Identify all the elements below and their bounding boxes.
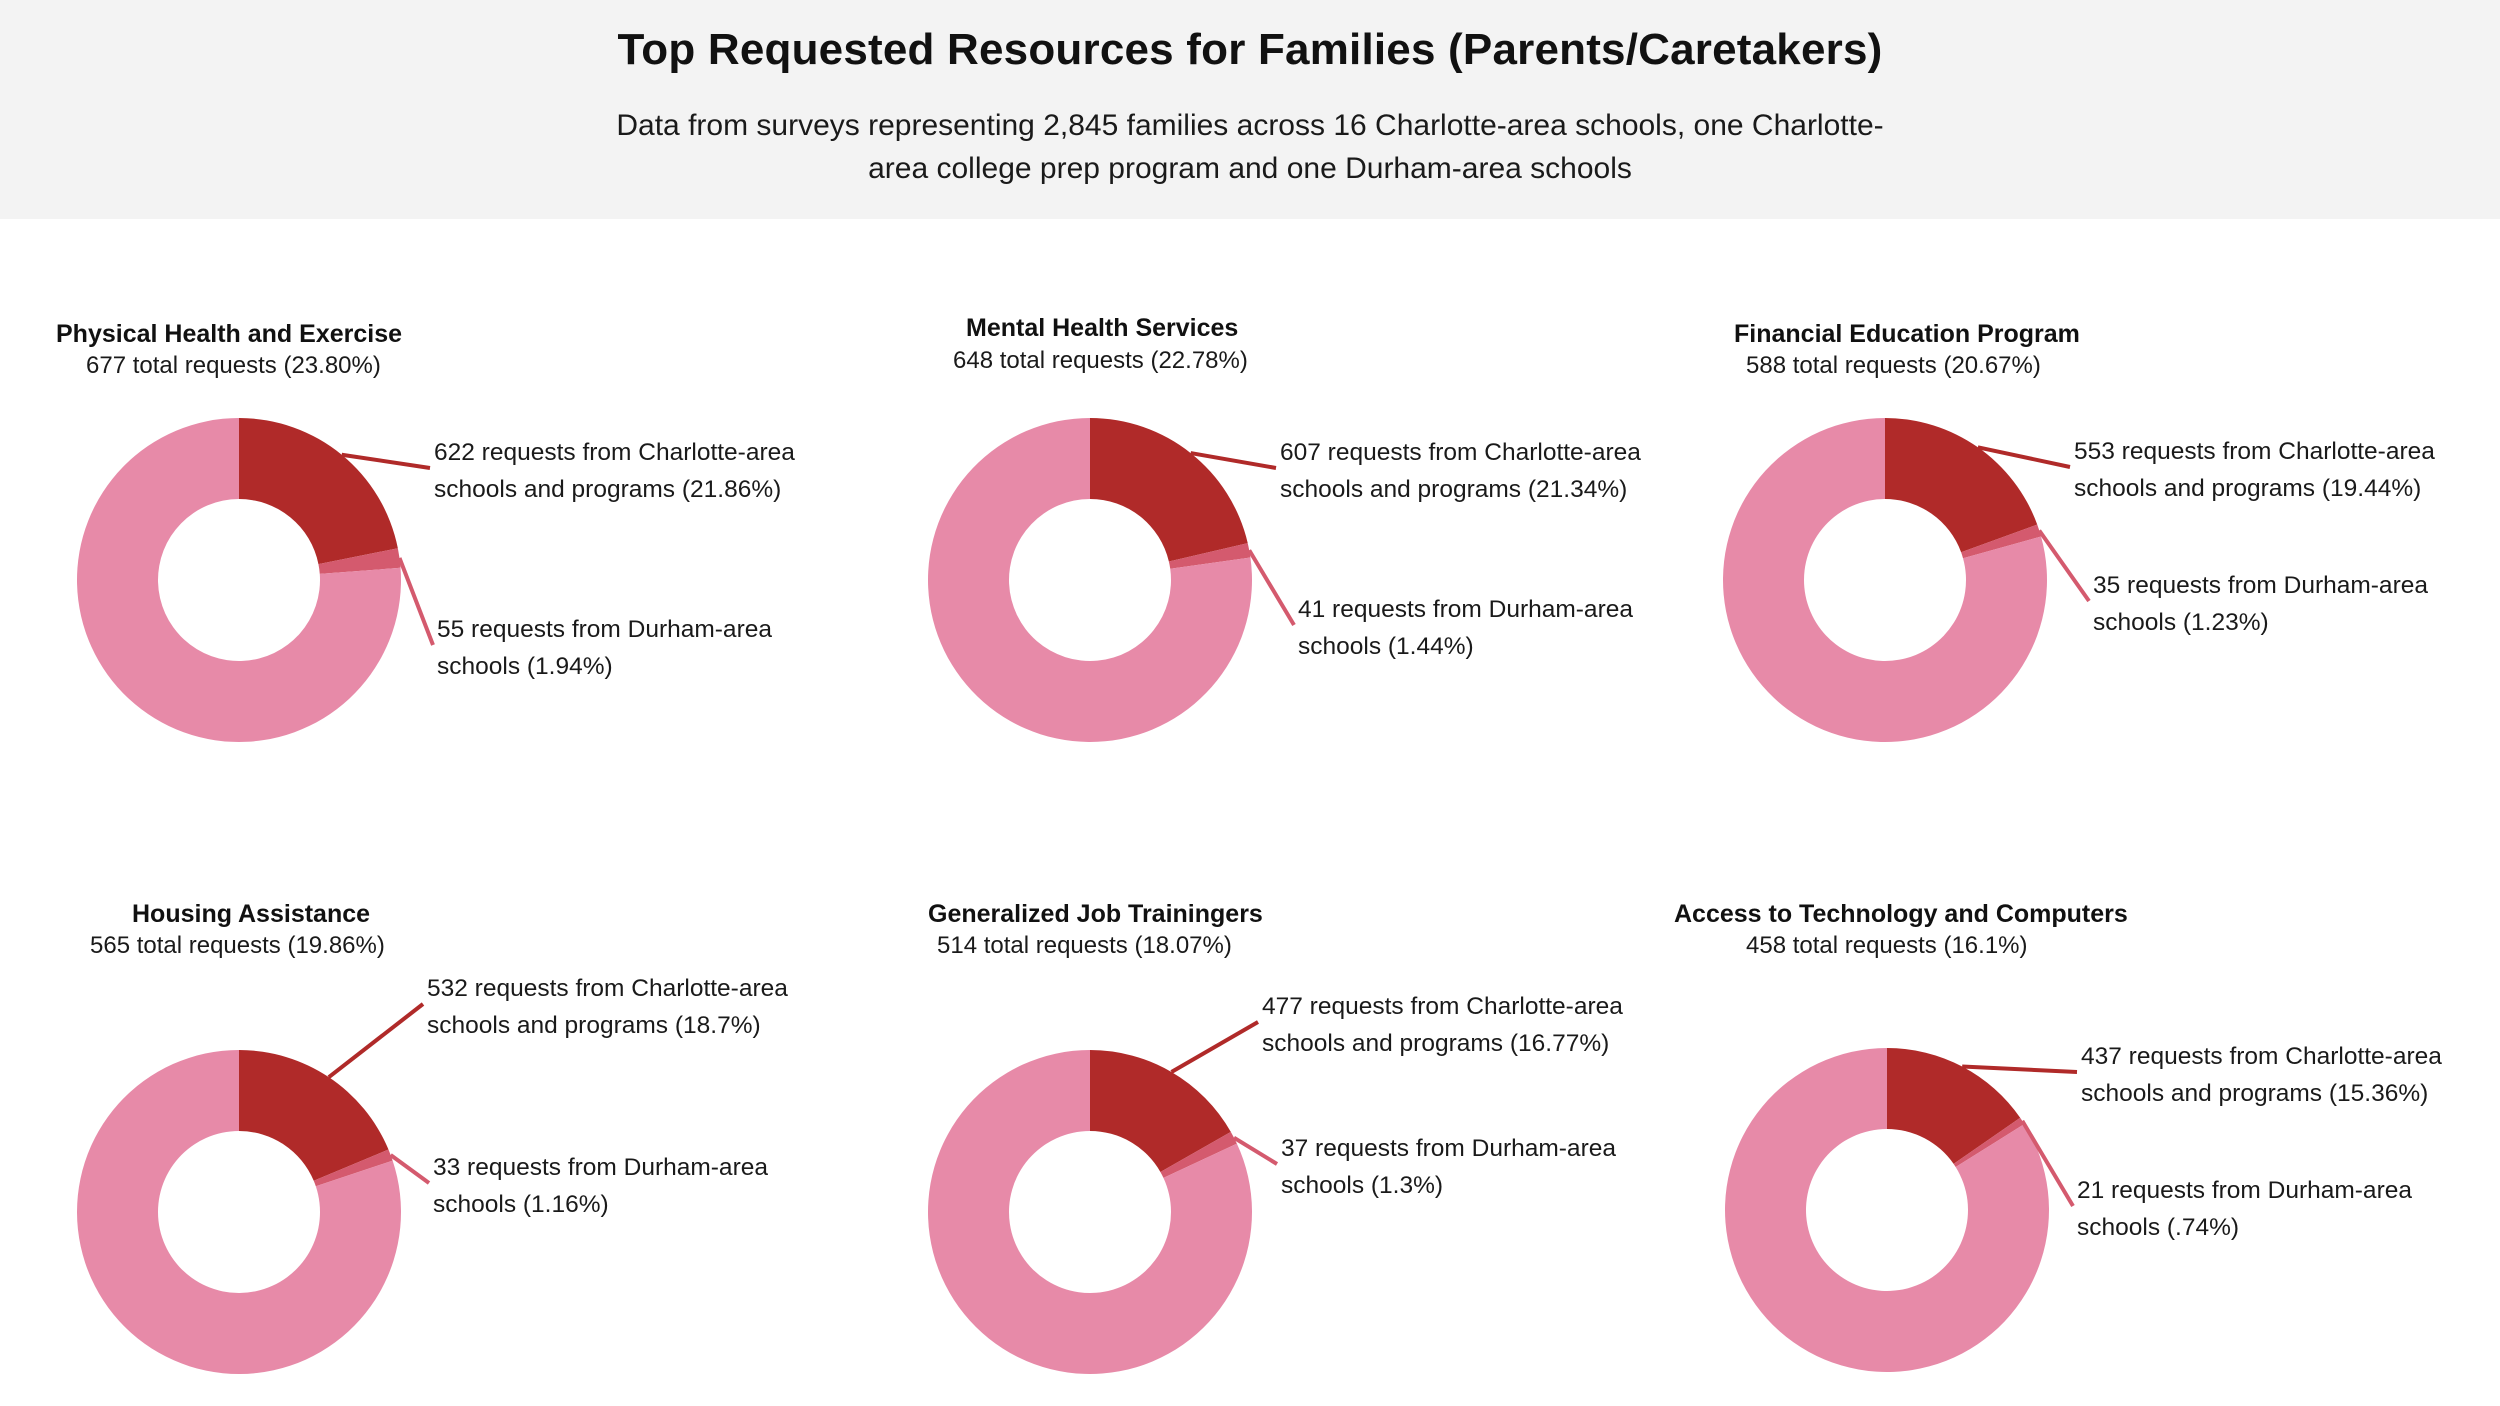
header-banner: Top Requested Resources for Families (Pa… bbox=[0, 0, 2500, 219]
chart-total: 458 total requests (16.1%) bbox=[1746, 932, 2028, 959]
charlotte-slice-leader-line bbox=[1190, 451, 1277, 470]
charlotte-slice-leader-line bbox=[327, 1002, 425, 1079]
chart-title: Financial Education Program bbox=[1734, 320, 2080, 348]
chart-total: 648 total requests (22.78%) bbox=[953, 347, 1248, 374]
durham-slice bbox=[318, 548, 401, 574]
durham-slice-leader-line bbox=[2037, 529, 2091, 603]
page-title: Top Requested Resources for Families (Pa… bbox=[617, 25, 1883, 74]
durham-slice-leader-line bbox=[1232, 1136, 1279, 1166]
durham-slice bbox=[1953, 1117, 2025, 1168]
charlotte-slice-leader-line bbox=[1977, 445, 2071, 469]
durham-slice bbox=[1961, 524, 2042, 559]
durham-slice-leader-line bbox=[2020, 1119, 2075, 1208]
chart-total: 588 total requests (20.67%) bbox=[1746, 352, 2041, 379]
charlotte-slice-label: 622 requests from Charlotte-area schools… bbox=[434, 439, 795, 503]
chart-title: Housing Assistance bbox=[132, 900, 371, 928]
charlotte-slice-leader-line bbox=[341, 452, 431, 470]
charlotte-slice-label: 607 requests from Charlotte-area schools… bbox=[1280, 439, 1641, 503]
other-slice bbox=[928, 1050, 1252, 1374]
durham-slice-label: 33 requests from Durham-area schools (1.… bbox=[433, 1154, 768, 1218]
other-slice bbox=[1725, 1048, 2049, 1373]
durham-slice-label: 21 requests from Durham-area schools (.7… bbox=[2077, 1177, 2412, 1241]
chart-total: 677 total requests (23.80%) bbox=[86, 352, 381, 379]
durham-slice-leader-line bbox=[397, 557, 435, 646]
charlotte-slice-leader-line bbox=[1962, 1064, 2078, 1074]
charlotte-slice bbox=[239, 1050, 389, 1181]
durham-slice-leader-line bbox=[389, 1153, 431, 1185]
chart-title: Mental Health Services bbox=[966, 314, 1239, 342]
other-slice bbox=[76, 418, 401, 742]
charlotte-slice-label: 477 requests from Charlotte-area schools… bbox=[1262, 993, 1623, 1057]
page-subtitle: Data from surveys representing 2,845 fam… bbox=[616, 109, 1884, 185]
chart-total: 514 total requests (18.07%) bbox=[937, 932, 1232, 959]
charlotte-slice-leader-line bbox=[1170, 1020, 1260, 1074]
chart-title: Generalized Job Trainingers bbox=[928, 900, 1263, 928]
durham-slice bbox=[1160, 1131, 1237, 1178]
durham-slice-label: 55 requests from Durham-area schools (1.… bbox=[437, 616, 772, 680]
chart-title: Access to Technology and Computers bbox=[1674, 900, 2128, 928]
charlotte-slice bbox=[1887, 1048, 2021, 1164]
other-slice bbox=[77, 1050, 401, 1374]
charlotte-slice bbox=[1090, 1050, 1231, 1172]
other-slice bbox=[927, 418, 1252, 742]
charlotte-slice bbox=[1090, 418, 1248, 562]
durham-slice-label: 41 requests from Durham-area schools (1.… bbox=[1298, 596, 1633, 660]
charlotte-slice-label: 437 requests from Charlotte-area schools… bbox=[2081, 1043, 2442, 1107]
durham-slice bbox=[1168, 543, 1251, 569]
chart-title: Physical Health and Exercise bbox=[56, 320, 403, 348]
durham-slice bbox=[313, 1149, 393, 1187]
durham-slice-label: 37 requests from Durham-area schools (1.… bbox=[1281, 1135, 1616, 1199]
charlotte-slice bbox=[1885, 418, 2038, 553]
charlotte-slice bbox=[239, 418, 398, 565]
charlotte-slice-label: 553 requests from Charlotte-area schools… bbox=[2074, 438, 2435, 502]
chart-total: 565 total requests (19.86%) bbox=[90, 932, 385, 959]
durham-slice-leader-line bbox=[1247, 549, 1296, 627]
durham-slice-label: 35 requests from Durham-area schools (1.… bbox=[2093, 572, 2428, 636]
other-slice bbox=[1723, 418, 2047, 743]
charlotte-slice-label: 532 requests from Charlotte-area schools… bbox=[427, 975, 788, 1039]
